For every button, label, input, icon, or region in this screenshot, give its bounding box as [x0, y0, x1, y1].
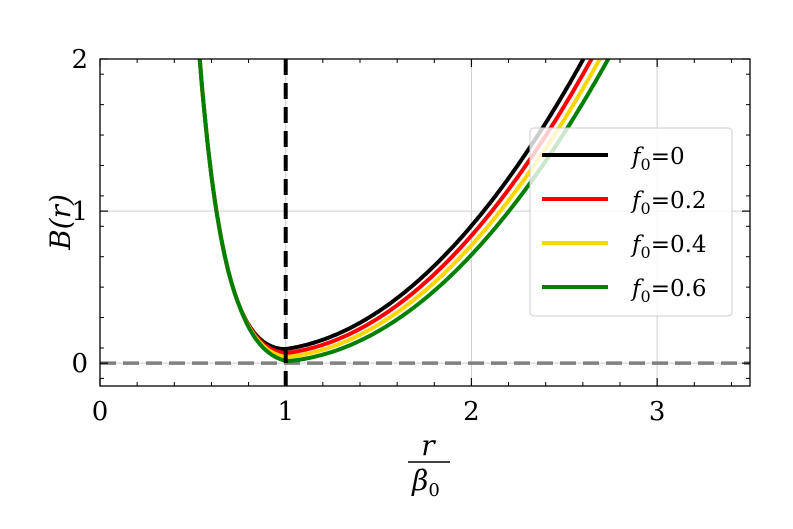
x-axis-label-denominator: β0 [411, 464, 440, 501]
legend-label-2: f0=0.4 [630, 232, 707, 262]
x-axis-label-sub: 0 [428, 480, 439, 501]
y-tick-label: 0 [71, 349, 88, 379]
y-tick-label: 1 [71, 197, 88, 227]
legend: f0=0 f0=0.2 f0=0.4 f0=0.6 [529, 127, 733, 317]
legend-box [529, 127, 733, 317]
x-tick-label: 1 [277, 397, 294, 427]
x-tick-label: 2 [463, 397, 480, 427]
x-axis-label-beta: β [411, 464, 428, 497]
x-axis-label-numerator: r [421, 429, 436, 462]
x-tick-label: 0 [92, 397, 109, 427]
legend-label-0: f0=0 [630, 144, 685, 174]
series-line-3 [197, 59, 611, 363]
y-tick-label: 2 [71, 45, 88, 75]
plot-frame [99, 58, 751, 387]
legend-label-3: f0=0.6 [630, 276, 707, 306]
y-axis-label: B(r) [44, 194, 77, 251]
x-axis-label: r β0 [408, 429, 450, 501]
series-lines [197, 59, 611, 386]
plot-area-border [99, 58, 751, 387]
x-tick-label: 3 [649, 397, 666, 427]
tick-labels: 0 1 2 3 0 1 2 [71, 45, 665, 427]
legend-label-1: f0=0.2 [630, 188, 707, 218]
